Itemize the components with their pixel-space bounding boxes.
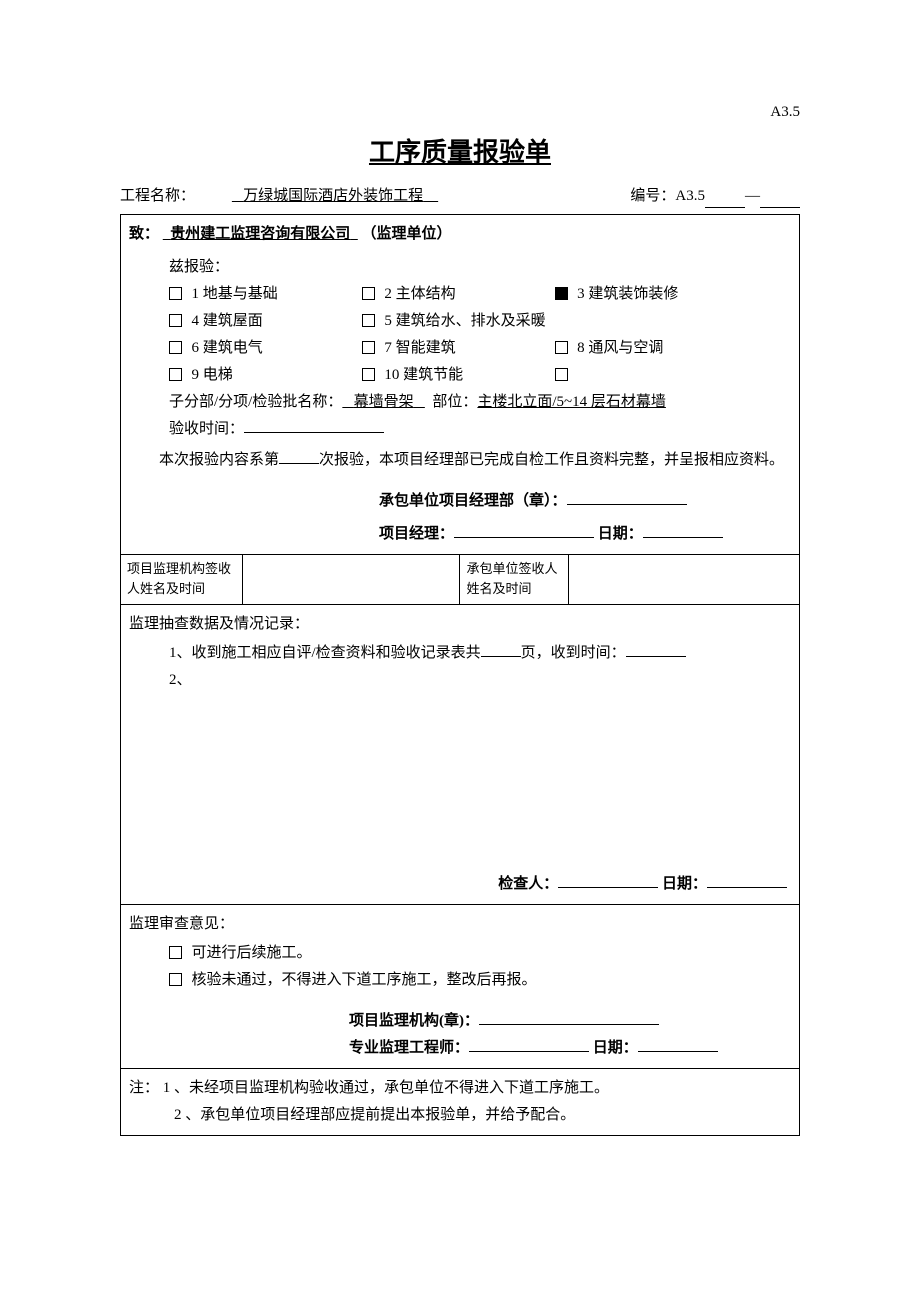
cat-9: 9 电梯 xyxy=(169,362,362,389)
cat-7: 7 智能建筑 xyxy=(362,335,555,362)
intro-label: 兹报验： xyxy=(129,254,791,281)
inspection-line-2: 2、 xyxy=(129,667,791,694)
cat-6: 6 建筑电气 xyxy=(169,335,362,362)
recv-time-blank xyxy=(626,656,686,657)
checkbox-icon xyxy=(169,368,182,381)
checkbox-icon xyxy=(169,973,182,986)
cat-1: 1 地基与基础 xyxy=(169,281,362,308)
opinion-opt-2: 核验未通过，不得进入下道工序施工，整改后再报。 xyxy=(129,967,791,994)
checkbox-icon xyxy=(362,368,375,381)
pm-line: 项目经理： 日期： xyxy=(129,521,791,548)
doc-code: A3.5 xyxy=(120,100,800,124)
count-blank xyxy=(279,463,319,464)
to-label: 致： xyxy=(129,226,159,242)
pm-date-blank xyxy=(643,537,723,538)
section-application: 致： 贵州建工监理咨询有限公司 （监理单位） 兹报验： 1 地基与基础 2 主体… xyxy=(129,221,791,548)
checkbox-icon xyxy=(362,314,375,327)
engineer-date-blank xyxy=(638,1051,718,1052)
number-prefix: A3.5 xyxy=(675,184,705,208)
project-name: 万绿城国际酒店外装饰工程 xyxy=(195,184,475,208)
note-2: 2 、承包单位项目经理部应提前提出本报验单，并给予配合。 xyxy=(129,1107,575,1123)
engineer-line: 专业监理工程师： 日期： xyxy=(129,1035,791,1062)
form-table: 致： 贵州建工监理咨询有限公司 （监理单位） 兹报验： 1 地基与基础 2 主体… xyxy=(120,214,800,1137)
checkbox-filled-icon xyxy=(555,287,568,300)
cat-4: 4 建筑屋面 xyxy=(169,308,362,335)
category-row-1: 1 地基与基础 2 主体结构 3 建筑装饰装修 xyxy=(129,281,791,308)
sig-left-label: 项目监理机构签收人姓名及时间 xyxy=(121,554,243,605)
contractor-stamp-blank xyxy=(567,504,687,505)
cat-2: 2 主体结构 xyxy=(362,281,555,308)
contractor-stamp-line: 承包单位项目经理部（章）： xyxy=(129,488,791,515)
cat-3: 3 建筑装饰装修 xyxy=(555,281,748,308)
cat-5: 5 建筑给水、排水及采暖 xyxy=(362,308,642,335)
checkbox-icon xyxy=(169,314,182,327)
checkbox-icon xyxy=(362,287,375,300)
opinion-opt-1: 可进行后续施工。 xyxy=(129,940,791,967)
pm-blank xyxy=(454,537,594,538)
position-value: 主楼北立面/5~14 层石材幕墙 xyxy=(477,389,666,416)
section-notes: 注： 1 、未经项目监理机构验收通过，承包单位不得进入下道工序施工。 2 、承包… xyxy=(129,1075,791,1129)
inspector-date-blank xyxy=(707,887,787,888)
category-row-4: 9 电梯 10 建筑节能 xyxy=(129,362,791,389)
inspection-heading: 监理抽查数据及情况记录： xyxy=(129,611,791,638)
pages-blank xyxy=(481,656,521,657)
inspector-blank xyxy=(558,887,658,888)
checkbox-icon xyxy=(169,341,182,354)
cat-10: 10 建筑节能 xyxy=(362,362,555,389)
section-inspection: 监理抽查数据及情况记录： 1、收到施工相应自评/检查资料和验收记录表共页，收到时… xyxy=(129,611,791,694)
accept-time-line: 验收时间： xyxy=(129,416,791,443)
project-label: 工程名称： xyxy=(120,184,195,208)
checkbox-icon xyxy=(169,287,182,300)
note-1: 1 、未经项目监理机构验收通过，承包单位不得进入下道工序施工。 xyxy=(163,1080,609,1096)
sig-right-blank xyxy=(569,554,800,605)
signature-row: 项目监理机构签收人姓名及时间 承包单位签收人姓名及时间 xyxy=(121,554,800,605)
number-blank-1 xyxy=(705,184,745,208)
number-dash: — xyxy=(745,184,760,208)
checkbox-icon xyxy=(555,368,568,381)
inspection-line-1: 1、收到施工相应自评/检查资料和验收记录表共页，收到时间： xyxy=(129,640,791,667)
notes-prefix: 注： xyxy=(129,1080,159,1096)
accept-time-blank xyxy=(244,432,384,433)
category-row-2: 4 建筑屋面 5 建筑给水、排水及采暖 xyxy=(129,308,791,335)
checkbox-icon xyxy=(362,341,375,354)
supervisor-suffix: （监理单位） xyxy=(362,226,452,242)
category-row-3: 6 建筑电气 7 智能建筑 8 通风与空调 xyxy=(129,335,791,362)
sig-right-label: 承包单位签收人姓名及时间 xyxy=(460,554,569,605)
page-title: 工序质量报验单 xyxy=(120,132,800,174)
subname-line: 子分部/分项/检验批名称： 幕墙骨架 部位：主楼北立面/5~14 层石材幕墙 xyxy=(129,389,791,416)
engineer-blank xyxy=(469,1051,589,1052)
cat-8: 8 通风与空调 xyxy=(555,335,748,362)
cat-blank xyxy=(555,362,748,389)
body-text: 本次报验内容系第次报验，本项目经理部已完成自检工作且资料完整，并呈报相应资料。 xyxy=(129,447,791,474)
sig-left-blank xyxy=(243,554,460,605)
supervisor-name: 贵州建工监理咨询有限公司 xyxy=(163,221,358,248)
subname-value: 幕墙骨架 xyxy=(342,389,425,416)
number-blank-2 xyxy=(760,184,800,208)
section-opinion: 监理审查意见： 可进行后续施工。 核验未通过，不得进入下道工序施工，整改后再报。… xyxy=(129,911,791,1062)
org-stamp-blank xyxy=(479,1024,659,1025)
checkbox-icon xyxy=(555,341,568,354)
number-label: 编号： xyxy=(630,184,675,208)
inspector-sign-line: 检查人： 日期： xyxy=(498,872,787,896)
opinion-heading: 监理审查意见： xyxy=(129,911,791,938)
header-line: 工程名称： 万绿城国际酒店外装饰工程 编号： A3.5 — xyxy=(120,184,800,208)
checkbox-icon xyxy=(169,946,182,959)
org-stamp-line: 项目监理机构(章)： xyxy=(129,1008,791,1035)
